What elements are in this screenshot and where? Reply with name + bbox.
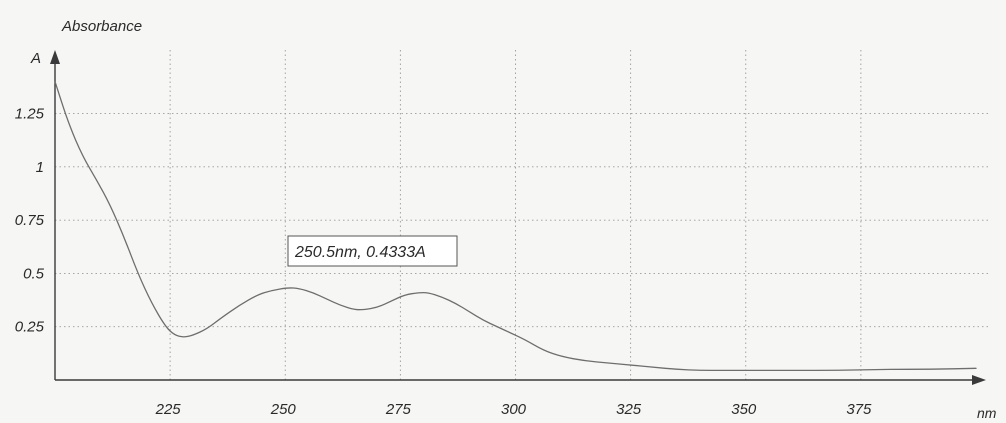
x-axis-arrow [972,375,986,385]
y-tick-label: 0.5 [23,265,45,282]
annotation-box [287,235,458,267]
y-tick-label: 1 [36,159,44,176]
x-tick-label: 225 [155,401,182,418]
x-axis-unit: nm [977,405,997,421]
y-axis-unit: A [30,50,41,67]
x-tick-label: 375 [846,401,872,418]
series-layer [54,81,977,372]
y-axis-arrow [50,50,60,64]
x-tick-label: 350 [731,401,757,418]
y-tick-label: 1.25 [15,106,45,123]
peak-annotation: 250.5nm, 0.4333A [287,235,458,267]
axes-layer [50,50,986,385]
x-tick-label: 325 [616,401,642,418]
y-tick-label: 0.25 [15,319,45,336]
x-tick-label: 300 [501,401,527,418]
absorbance-spectrum-line [54,81,977,372]
annotation-label: 250.5nm, 0.4333A [294,244,426,261]
x-tick-label: 250 [270,401,297,418]
y-tick-label: 0.75 [15,212,45,229]
y-axis-title: Absorbance [61,18,142,35]
grid-layer [55,50,988,380]
tick-labels: 225 250 275 300 325 350 375 0.25 0.5 0.75 1 1.25 [15,106,872,418]
x-tick-label: 275 [385,401,412,418]
